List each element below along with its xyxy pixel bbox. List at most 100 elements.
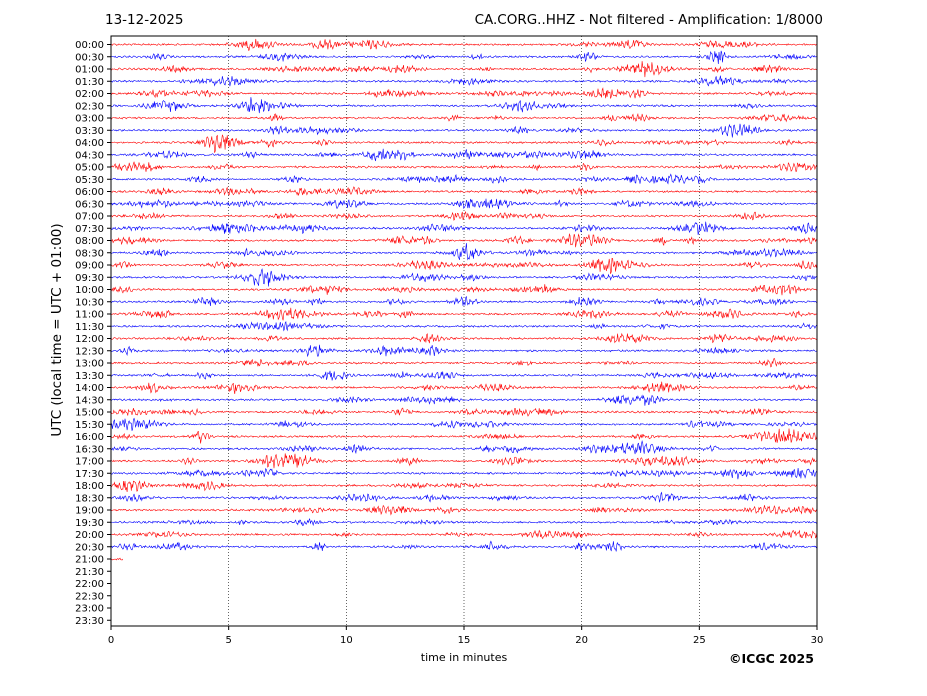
y-tick-label: 23:00 — [75, 604, 104, 615]
trace-line — [110, 295, 818, 307]
trace-line — [110, 134, 818, 153]
y-tick-label: 00:30 — [75, 52, 104, 63]
y-tick-label: 19:00 — [75, 506, 104, 517]
y-tick-label: 08:30 — [75, 248, 104, 259]
trace-line — [110, 210, 818, 221]
x-axis: 0 5 10 15 20 25 30 — [108, 626, 824, 646]
trace-line — [110, 257, 818, 274]
x-tick-label: 30 — [811, 635, 824, 646]
trace-line — [110, 173, 818, 185]
trace-line — [110, 504, 818, 516]
y-tick-label: 06:00 — [75, 187, 104, 198]
trace-line — [110, 61, 818, 78]
y-tick-label: 16:30 — [75, 444, 104, 455]
x-tick-label: 20 — [575, 635, 588, 646]
y-tick-label: 13:30 — [75, 371, 104, 382]
y-tick-label: 18:30 — [75, 493, 104, 504]
copyright-credit: ©ICGC 2025 — [729, 651, 814, 666]
trace-line — [110, 38, 818, 51]
y-tick-label: 15:00 — [75, 408, 104, 419]
x-tick-label: 25 — [693, 635, 706, 646]
trace-line — [110, 307, 818, 321]
y-tick-label: 21:30 — [75, 567, 104, 578]
x-tick-label: 10 — [340, 635, 353, 646]
trace-line — [110, 75, 818, 87]
trace-line — [110, 123, 818, 138]
trace-line — [110, 221, 818, 235]
y-tick-label: 02:00 — [75, 89, 104, 100]
y-tick-label: 09:00 — [75, 261, 104, 272]
trace-line — [110, 284, 818, 296]
y-tick-label: 20:30 — [75, 542, 104, 553]
x-tick-label: 0 — [108, 635, 114, 646]
y-tick-label: 03:30 — [75, 126, 104, 137]
y-tick-label: 11:30 — [75, 322, 104, 333]
trace-line — [110, 112, 818, 123]
trace-line — [110, 233, 818, 248]
trace-line — [110, 557, 124, 561]
trace-line — [110, 320, 818, 332]
trace-line — [110, 381, 818, 395]
trace-line — [110, 161, 818, 173]
y-tick-label: 10:30 — [75, 297, 104, 308]
y-tick-label: 07:00 — [75, 212, 104, 223]
trace-line — [110, 440, 818, 455]
y-tick-label: 07:30 — [75, 224, 104, 235]
trace-line — [110, 453, 818, 469]
x-tick-label: 15 — [458, 635, 471, 646]
y-tick-label: 05:00 — [75, 163, 104, 174]
y-tick-label: 06:30 — [75, 199, 104, 210]
trace-line — [110, 50, 818, 64]
y-tick-label: 16:00 — [75, 432, 104, 443]
y-tick-label: 12:30 — [75, 346, 104, 357]
y-tick-label: 13:00 — [75, 359, 104, 370]
y-tick-label: 04:30 — [75, 150, 104, 161]
trace-line — [110, 268, 818, 287]
y-tick-label: 20:00 — [75, 530, 104, 541]
trace-line — [110, 394, 818, 406]
trace-line — [110, 332, 818, 344]
trace-line — [110, 517, 818, 527]
y-tick-label: 09:30 — [75, 273, 104, 284]
y-tick-label: 00:00 — [75, 40, 104, 51]
trace-line — [110, 370, 818, 381]
y-tick-label: 01:30 — [75, 77, 104, 88]
trace-line — [110, 243, 818, 261]
trace-line — [110, 97, 818, 114]
date-label: 13-12-2025 — [105, 12, 184, 28]
trace-line — [110, 357, 818, 368]
y-tick-label: 23:30 — [75, 616, 104, 627]
y-tick-label: 05:30 — [75, 175, 104, 186]
trace-line — [110, 491, 818, 503]
trace-line — [110, 529, 818, 540]
y-tick-label: 18:00 — [75, 481, 104, 492]
y-tick-label: 01:00 — [75, 65, 104, 76]
trace-group — [110, 38, 818, 561]
y-tick-label: 22:00 — [75, 579, 104, 590]
y-tick-label: 08:00 — [75, 236, 104, 247]
trace-line — [110, 344, 818, 358]
y-tick-label: 15:30 — [75, 420, 104, 431]
trace-line — [110, 468, 818, 480]
y-tick-label: 22:30 — [75, 591, 104, 602]
trace-line — [110, 417, 818, 431]
y-tick-label: 10:00 — [75, 285, 104, 296]
y-tick-label: 03:00 — [75, 114, 104, 125]
trace-line — [110, 148, 818, 162]
trace-line — [110, 407, 818, 417]
y-tick-label: 04:00 — [75, 138, 104, 149]
y-tick-label: 19:30 — [75, 518, 104, 529]
trace-line — [110, 428, 818, 444]
x-axis-title: time in minutes — [420, 651, 508, 664]
y-tick-label: 11:00 — [75, 310, 104, 321]
trace-line — [110, 87, 818, 99]
y-tick-label: 21:00 — [75, 555, 104, 566]
y-tick-label: 17:30 — [75, 469, 104, 480]
x-tick-label: 5 — [225, 635, 231, 646]
trace-line — [110, 480, 818, 492]
trace-line — [110, 186, 818, 197]
plot-frame — [110, 35, 818, 627]
trace-line — [110, 540, 818, 552]
